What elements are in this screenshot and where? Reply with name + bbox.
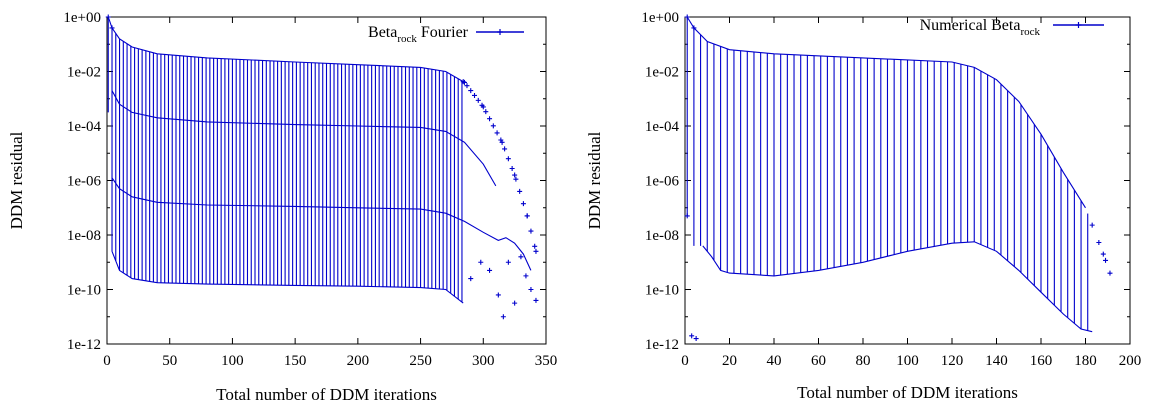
y-tick-label: 1e-12 [645, 337, 679, 353]
y-tick-label: 1e-04 [67, 119, 102, 135]
tail-point [518, 254, 524, 260]
top-envelope [686, 16, 1086, 209]
x-tick-label: 0 [681, 353, 689, 369]
x-tick-label: 350 [535, 353, 558, 369]
y-tick-label: 1e-06 [645, 174, 680, 190]
tail-point [498, 137, 504, 143]
legend: Numerical Betarock [920, 17, 1104, 38]
bottom-envelope [702, 241, 1093, 333]
x-axis-title: Total number of DDM iterations [216, 385, 437, 404]
x-tick-label: 100 [221, 353, 244, 369]
chart-panel-2: 1e+00 1e-02 1e-04 1e-06 1e-08 1e-10 1e-120 20 40… [585, 10, 1141, 402]
legend-marker [497, 29, 503, 35]
tail-point [528, 228, 534, 234]
tail-point [479, 102, 485, 108]
y-tick-label: 1e-02 [67, 65, 101, 81]
tail-point [483, 109, 489, 115]
y-tick-label: 1e-10 [67, 283, 101, 299]
early-point [693, 336, 699, 342]
y-tick-label: 1e+00 [641, 10, 679, 26]
tail-point [512, 172, 518, 178]
y-tick-label: 1e+00 [63, 10, 101, 26]
legend: Betarock Fourier [368, 24, 524, 45]
y-tick-label: 1e-12 [67, 337, 101, 353]
tail-point [533, 248, 539, 254]
tail-point [512, 300, 518, 306]
tail-point [478, 259, 484, 265]
x-tick-label: 250 [409, 353, 432, 369]
tail-point [494, 130, 500, 136]
x-tick-label: 40 [767, 353, 782, 369]
tail-point [520, 201, 526, 207]
tail-point [1089, 222, 1095, 228]
series-2 [684, 14, 1113, 342]
tail-point [460, 79, 466, 85]
chart-panel-1: 1e+00 1e-02 1e-04 1e-06 1e-08 1e-10 1e-120 50 10… [7, 10, 557, 404]
y-tick-label: 1e-04 [645, 119, 680, 135]
tail-point [490, 123, 496, 129]
y-tick-label: 1e-08 [67, 228, 101, 244]
x-tick-label: 300 [472, 353, 495, 369]
lower-mid-envelope [111, 177, 532, 271]
start-point [684, 14, 690, 20]
tail-point [1096, 239, 1102, 245]
start-point [105, 14, 111, 20]
y-tick-label: 1e-08 [645, 228, 679, 244]
y-axis-title: DDM residual [585, 131, 604, 229]
x-tick-label: 180 [1074, 353, 1097, 369]
top-envelope [107, 16, 465, 83]
tail-point [487, 267, 493, 273]
legend-marker [1075, 22, 1082, 28]
tail-point [464, 83, 470, 89]
x-axis-title: Total number of DDM iterations [797, 383, 1018, 402]
x-tick-label: 200 [347, 353, 370, 369]
x-tick-label: 150 [284, 353, 307, 369]
x-tick-label: 80 [856, 353, 871, 369]
x-tick-label: 200 [1119, 353, 1142, 369]
upper-mid-envelope [111, 90, 497, 187]
tail-point [472, 92, 478, 98]
tail-point [505, 259, 511, 265]
x-tick-label: 100 [896, 353, 919, 369]
series-1 [105, 14, 539, 320]
tail-point [509, 166, 515, 172]
tail-point [528, 287, 534, 292]
x-tick-label: 20 [722, 353, 737, 369]
tail-point [1107, 270, 1113, 276]
y-tick-label: 1e-02 [645, 65, 679, 81]
tail-point [524, 213, 530, 219]
tail-point [468, 276, 474, 282]
start-point [691, 25, 697, 31]
tail-point [513, 176, 519, 182]
x-tick-label: 120 [941, 353, 964, 369]
x-tick-label: 0 [103, 353, 111, 369]
tail-point [1100, 251, 1106, 257]
tail-point [517, 188, 523, 194]
tail-point [523, 273, 529, 279]
tail-point [533, 297, 539, 303]
bottom-envelope [111, 251, 464, 304]
tail-point [502, 146, 508, 152]
x-tick-label: 160 [1030, 353, 1053, 369]
early-point [684, 213, 690, 219]
y-axis-title: DDM residual [7, 131, 26, 229]
start-point [109, 25, 115, 31]
x-tick-label: 140 [985, 353, 1008, 369]
tail-point [500, 314, 506, 320]
legend-label: Betarock Fourier [368, 24, 469, 45]
x-tick-label: 50 [162, 353, 177, 369]
tail-point [505, 156, 511, 162]
early-point [689, 333, 695, 339]
y-tick-label: 1e-06 [67, 174, 102, 190]
y-tick-label: 1e-10 [645, 283, 679, 299]
x-tick-label: 60 [811, 353, 826, 369]
tail-point [487, 116, 493, 122]
tail-point [495, 292, 501, 298]
tail-point [1103, 257, 1109, 263]
tail-point [475, 97, 481, 103]
tail-point [468, 88, 474, 94]
legend-label: Numerical Betarock [920, 17, 1041, 38]
tail-point [532, 243, 538, 249]
